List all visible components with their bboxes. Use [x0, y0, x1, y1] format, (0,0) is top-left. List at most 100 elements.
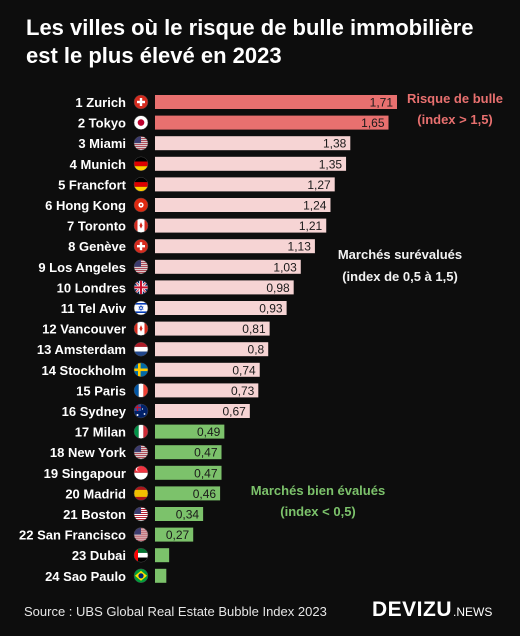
israel-flag: [133, 300, 149, 316]
usa-flag: [133, 259, 149, 275]
value-label: 0,27: [166, 528, 190, 542]
uae-flag: [133, 547, 149, 563]
netherlands-flag: [133, 341, 149, 357]
value-label: 0,8: [248, 343, 265, 357]
value-label: 1,21: [299, 219, 323, 233]
bar: [155, 445, 222, 460]
city-label: 9 Los Angeles: [38, 260, 126, 275]
bar: [155, 280, 294, 295]
city-label: 6 Hong Kong: [45, 198, 126, 213]
bar: [155, 465, 222, 480]
japan-flag: [133, 115, 149, 130]
value-label: 0,67: [222, 405, 246, 419]
annotation-fair-line-2: (index < 0,5): [280, 504, 356, 519]
bar: [155, 198, 331, 212]
usa-flag: [133, 444, 149, 460]
source-note: Source : UBS Global Real Estate Bubble I…: [24, 604, 327, 619]
bar: [155, 507, 204, 521]
brand-suffix: .NEWS: [453, 605, 493, 619]
city-label: 22 San Francisco: [19, 528, 126, 543]
annotation-fair-line-1: Marchés bien évalués: [251, 483, 385, 498]
bar: [155, 177, 335, 192]
singapore-flag: [133, 465, 149, 481]
value-label: 0,49: [197, 425, 221, 439]
usa-flag: [133, 527, 149, 542]
bar: [155, 259, 301, 274]
bar: [155, 362, 260, 377]
annotation-over-line-2: (index de 0,5 à 1,5): [342, 269, 458, 284]
city-label: 4 Munich: [70, 157, 126, 172]
brazil-flag: [133, 568, 149, 584]
city-label: 24 Sao Paulo: [45, 569, 126, 584]
spain-flag: [133, 486, 149, 501]
value-label: 1,13: [288, 240, 312, 254]
value-label: 1,71: [370, 96, 394, 110]
germany-flag: [133, 156, 149, 172]
value-label: 0,93: [259, 302, 283, 316]
city-label: 8 Genève: [68, 239, 126, 254]
usa-flag: [133, 135, 149, 151]
australia-flag: [133, 403, 149, 419]
brand-logo: DEVIZU.NEWS: [372, 598, 492, 622]
city-label: 12 Vancouver: [42, 322, 126, 337]
bar: [155, 239, 315, 254]
bar: [155, 548, 170, 563]
switzerland-flag: [133, 94, 149, 110]
bar: [155, 568, 167, 583]
value-label: 0,98: [266, 281, 290, 295]
value-label: 1,27: [307, 178, 331, 192]
chart-title: Les villes où le risque de bulle immobil…: [26, 14, 506, 70]
canada-flag: [133, 218, 149, 233]
city-label: 20 Madrid: [65, 486, 126, 501]
germany-flag: [133, 177, 149, 192]
city-label: 2 Tokyo: [78, 116, 126, 131]
annotation-bubble-line-1: Risque de bulle: [407, 91, 503, 106]
city-label: 5 Francfort: [58, 177, 127, 192]
value-label: 0,46: [193, 487, 217, 501]
value-label: 1,35: [319, 157, 343, 171]
chart-title-line-2: est le plus élevé en 2023: [26, 43, 282, 68]
annotation-over-line-1: Marchés surévalués: [338, 247, 462, 262]
value-label: 0,47: [194, 466, 218, 480]
value-label: 0,73: [231, 384, 255, 398]
bar: [155, 136, 351, 151]
value-label: 0,81: [242, 322, 266, 336]
bar: [155, 383, 259, 398]
value-label: 1,03: [273, 260, 297, 274]
city-label: 17 Milan: [75, 425, 126, 440]
city-label: 18 New York: [50, 445, 127, 460]
city-label: 10 Londres: [57, 280, 126, 295]
bar: [155, 486, 221, 501]
city-label: 3 Miami: [78, 136, 126, 151]
city-label: 1 Zurich: [75, 95, 126, 110]
bar: [155, 218, 327, 233]
hong-kong-flag: [133, 197, 149, 213]
bar: [155, 424, 225, 439]
bar: [155, 404, 250, 418]
value-label: 1,38: [323, 137, 347, 151]
bar: [155, 527, 194, 542]
city-label: 21 Boston: [63, 507, 126, 522]
value-label: 1,65: [361, 116, 385, 130]
value-label: 0,74: [232, 363, 256, 377]
annotation-bubble-line-2: (index > 1,5): [417, 112, 493, 127]
chart-title-line-1: Les villes où le risque de bulle immobil…: [26, 15, 474, 40]
city-label: 15 Paris: [76, 383, 126, 398]
brand-name: DEVIZU: [372, 598, 453, 621]
value-label: 0,47: [194, 446, 218, 460]
france-flag: [133, 383, 149, 398]
switzerland-flag: [133, 238, 149, 254]
city-label: 19 Singapour: [44, 466, 126, 481]
bar: [155, 301, 287, 315]
bar: [155, 321, 270, 336]
sweden-flag: [133, 362, 149, 378]
uk-flag: [133, 280, 149, 295]
value-label: 0,34: [176, 508, 200, 522]
city-label: 16 Sydney: [62, 404, 127, 419]
city-label: 7 Toronto: [67, 219, 126, 234]
city-label: 13 Amsterdam: [37, 342, 126, 357]
canada-flag: [133, 321, 149, 336]
bar: [155, 342, 269, 357]
bar: [155, 115, 389, 130]
value-label: 1,24: [303, 199, 327, 213]
